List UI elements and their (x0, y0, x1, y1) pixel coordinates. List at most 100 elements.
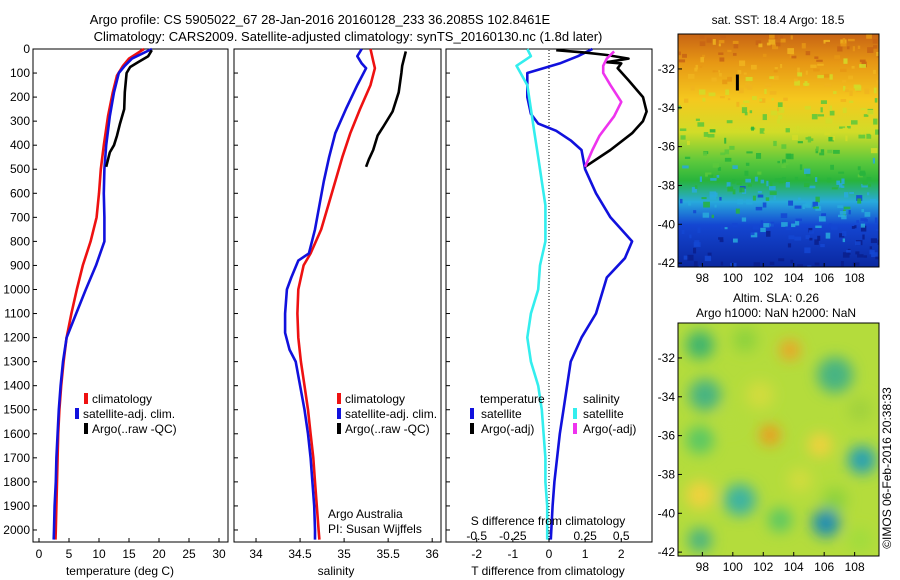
salinity-x-tick-label: 35.5 (376, 547, 400, 561)
series-line-argo-raw-qc- (364, 51, 408, 168)
depth-tick-label: 100 (10, 66, 30, 80)
legend-swatch-temp-argo (470, 423, 474, 434)
sla-map-panel: Altim. SLA: 0.26 Argo h1000: NaN h2000: … (658, 291, 880, 574)
legend-label-satellite-adj: satellite-adj. clim. (345, 407, 437, 421)
lat-tick-label: -38 (658, 178, 676, 192)
sst-map-ticks: 98 100 102 104 106 108 -32 -34 -36 -38 -40 -42 (658, 62, 865, 285)
depth-tick-label: 1700 (3, 451, 30, 465)
salinity-panel: 34 34.5 35 35.5 36 salinity climatology sate… (233, 48, 442, 578)
depth-tick-label: 400 (10, 138, 30, 152)
lat-tick-label: -38 (658, 467, 676, 481)
lat-tick-label: -34 (658, 390, 676, 404)
depth-tick-label: 1000 (3, 282, 30, 296)
legend-title-salinity: salinity (583, 392, 620, 406)
temperature-x-tick-label: 5 (66, 547, 73, 561)
difference-legend: temperature satellite Argo(-adj) salinit… (470, 392, 636, 436)
argo-position-marker (735, 74, 739, 91)
lat-tick-label: -42 (658, 545, 676, 559)
legend-label-temp-argo: Argo(-adj) (481, 422, 534, 436)
temperature-ticks: 0 5 10 15 20 25 300100200300400500600700800900… (3, 42, 226, 561)
salinity-x-tick-label: 36 (426, 547, 440, 561)
sst-map-panel: sat. SST: 18.4 Argo: 18.5 98 100 102 104 106… (658, 13, 880, 285)
series-line-satellite-adj-clim- (52, 47, 153, 540)
legend-label-temp-satellite: satellite (481, 407, 522, 421)
temperature-x-tick-label: 10 (92, 547, 106, 561)
pi-note: PI: Susan Wijffels (328, 522, 422, 536)
depth-tick-label: 1100 (4, 307, 30, 321)
difference-ticks: -2 -1 0 1 2 -0.5 -0.25 0 0.25 0.5 (446, 48, 630, 561)
depth-tick-label: 0 (23, 42, 30, 56)
temperature-legend: climatology satellite-adj. clim. Argo(..… (75, 392, 177, 436)
depth-tick-label: 700 (10, 210, 30, 224)
series-line-salinity-argo-adj- (583, 50, 623, 168)
depth-tick-label: 800 (10, 234, 30, 248)
tdiff-x-tick-label: 2 (618, 547, 625, 561)
lat-tick-label: -36 (658, 429, 676, 443)
temperature-x-tick-label: 25 (182, 547, 196, 561)
sla-map-ticks: 98 100 102 104 106 108 -32 -34 -36 -38 -40 -42 (658, 351, 865, 574)
sla-field (678, 323, 879, 556)
tdiff-x-tick-label: -1 (508, 547, 519, 561)
legend-label-sal-argo: Argo(-adj) (583, 422, 636, 436)
sst-field (678, 34, 879, 267)
sla-map-axes (677, 322, 880, 557)
depth-tick-label: 1900 (3, 499, 30, 513)
lat-tick-label: -32 (658, 62, 676, 76)
sla-map-title-line1: Altim. SLA: 0.26 (733, 291, 819, 305)
legend-swatch-climatology (337, 393, 341, 404)
salinity-legend: climatology satellite-adj. clim. Argo(..… (337, 392, 437, 436)
legend-swatch-satellite-adj (337, 408, 341, 419)
lon-tick-label: 100 (723, 560, 743, 574)
sdiff-tick-label: -0.5 (466, 529, 487, 543)
sst-map-title: sat. SST: 18.4 Argo: 18.5 (712, 13, 845, 27)
legend-swatch-temp-satellite (470, 408, 474, 419)
difference-panel: -2 -1 0 1 2 -0.5 -0.25 0 0.25 0.5 S difference fr… (445, 47, 653, 578)
depth-tick-label: 900 (10, 258, 30, 272)
depth-tick-label: 600 (10, 186, 30, 200)
lon-tick-label: 104 (784, 560, 804, 574)
temperature-x-tick-label: 20 (152, 547, 166, 561)
salinity-x-tick-label: 34 (249, 547, 263, 561)
tdiff-x-tick-label: -2 (471, 547, 482, 561)
depth-tick-label: 1300 (3, 355, 30, 369)
lon-tick-label: 98 (696, 560, 710, 574)
legend-label-climatology: climatology (92, 392, 152, 406)
temperature-xlabel: temperature (deg C) (66, 564, 174, 578)
imos-footer: ©IMOS 06-Feb-2016 20:38:33 (880, 387, 894, 549)
legend-swatch-argo (337, 423, 341, 434)
lon-tick-label: 104 (784, 271, 804, 285)
lon-tick-label: 106 (814, 560, 834, 574)
legend-swatch-sal-satellite (573, 408, 577, 419)
series-line-temperature-satellite (525, 47, 634, 540)
depth-tick-label: 2000 (3, 523, 30, 537)
salinity-x-tick-label: 35 (337, 547, 351, 561)
depth-tick-label: 1500 (3, 403, 30, 417)
temperature-x-tick-label: 15 (122, 547, 136, 561)
header-line1: Argo profile: CS 5905022_67 28-Jan-2016 … (90, 12, 551, 27)
temperature-x-tick-label: 30 (212, 547, 226, 561)
temperature-panel: 0 5 10 15 20 25 300100200300400500600700800900… (3, 42, 229, 578)
difference-xlabel: T difference from climatology (471, 564, 625, 578)
legend-label-sal-satellite: satellite (583, 407, 624, 421)
depth-tick-label: 500 (10, 162, 30, 176)
lat-tick-label: -36 (658, 140, 676, 154)
lat-tick-label: -34 (658, 101, 676, 115)
legend-swatch-climatology (84, 393, 88, 404)
depth-tick-label: 200 (10, 90, 30, 104)
series-line-satellite-adj-clim- (283, 48, 368, 540)
sst-map-axes (677, 33, 880, 268)
legend-swatch-argo (84, 423, 88, 434)
depth-tick-label: 1200 (3, 331, 30, 345)
depth-tick-label: 300 (10, 114, 30, 128)
legend-label-argo: Argo(..raw -QC) (345, 422, 430, 436)
lon-tick-label: 106 (814, 271, 834, 285)
lat-tick-label: -40 (658, 217, 676, 231)
lon-tick-label: 100 (723, 271, 743, 285)
sdiff-tick-label: 0 (546, 529, 553, 543)
salinity-axes (233, 48, 442, 543)
depth-tick-label: 1600 (3, 427, 30, 441)
lat-tick-label: -32 (658, 351, 676, 365)
legend-swatch-satellite-adj (75, 408, 79, 419)
legend-label-argo: Argo(..raw -QC) (92, 422, 177, 436)
depth-tick-label: 1400 (3, 379, 30, 393)
